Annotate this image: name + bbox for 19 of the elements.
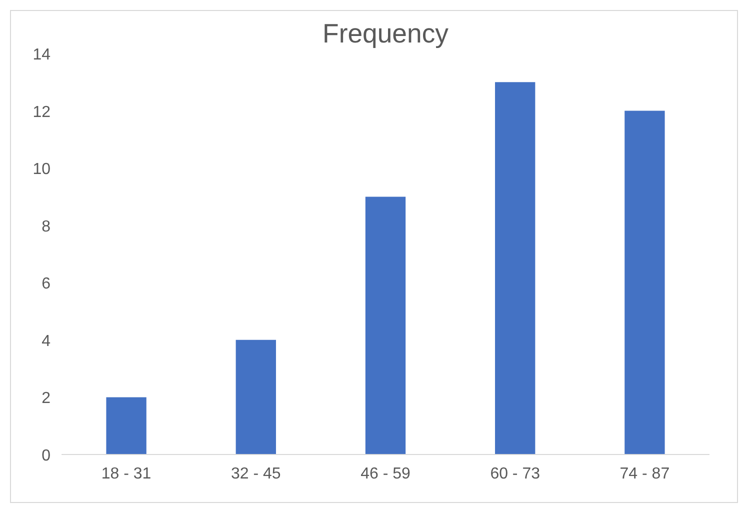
y-tick-label: 0 — [42, 448, 51, 464]
bar — [106, 397, 146, 454]
y-tick-label: 2 — [42, 390, 51, 408]
x-tick-label: 32 - 45 — [230, 466, 281, 482]
x-tick-label: 60 - 73 — [490, 466, 540, 482]
chart-title: Frequency — [322, 18, 450, 48]
y-tick-label: 6 — [42, 276, 51, 293]
y-tick-label: 14 — [32, 46, 51, 64]
bar — [365, 196, 406, 454]
bar — [236, 340, 276, 454]
x-tick-label: 18 - 31 — [101, 466, 152, 482]
bar — [495, 82, 536, 454]
y-tick-label: 4 — [42, 332, 51, 350]
x-tick-label: 46 - 59 — [360, 466, 411, 482]
x-tick-label: 74 - 87 — [620, 466, 670, 482]
y-tick-label: 12 — [32, 104, 51, 121]
bar — [624, 110, 665, 454]
y-tick-label: 10 — [32, 161, 51, 178]
y-tick-label: 8 — [42, 218, 51, 236]
